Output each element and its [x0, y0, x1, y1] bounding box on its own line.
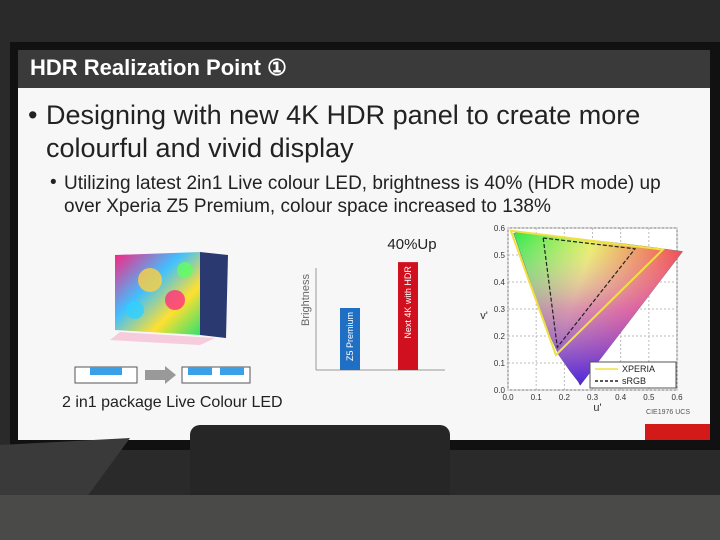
sub-bullet-text: Utilizing latest 2in1 Live colour LED, b…	[64, 173, 661, 217]
title-bar	[18, 50, 710, 88]
gamut-triangle	[509, 229, 666, 357]
x-tick-label: 0.3	[587, 393, 599, 402]
led-panel-image	[110, 252, 228, 345]
x-tick-label: 0.4	[615, 393, 627, 402]
x-tick-label: 0.0	[502, 393, 514, 402]
bar-label: Next 4K with HDR	[403, 266, 413, 339]
brand-tag	[645, 424, 710, 440]
led-caption: 2 in1 package Live Colour LED	[62, 394, 283, 411]
y-tick-label: 0.1	[494, 359, 506, 368]
y-axis-label: v'	[480, 310, 488, 322]
bar	[398, 262, 418, 370]
sub-bullet-dot: •	[50, 172, 57, 193]
bullet-dot: •	[28, 100, 38, 130]
bar	[340, 308, 360, 370]
chart-note: CIE1976 UCS	[646, 409, 690, 416]
gamut-triangle	[542, 237, 637, 349]
slide-title: HDR Realization Point ①	[30, 55, 287, 80]
bar-label: Z5 Premium	[345, 312, 355, 361]
y-tick-label: 0.0	[494, 386, 506, 395]
led-package-diagram	[74, 366, 251, 384]
x-tick-label: 0.5	[643, 393, 655, 402]
bullet-text: Designing with new 4K HDR panel to creat…	[46, 100, 641, 163]
legend-label: sRGB	[622, 376, 646, 386]
x-axis-label: u'	[593, 402, 601, 414]
bar-axis-label: Brightness	[300, 274, 312, 326]
legend	[589, 361, 677, 389]
x-tick-label: 0.1	[531, 393, 543, 402]
spectral-locus-shade	[513, 231, 683, 386]
bar-annotation: 40%Up	[387, 236, 436, 253]
y-tick-label: 0.4	[494, 278, 506, 287]
y-tick-label: 0.3	[494, 305, 506, 314]
y-tick-label: 0.5	[494, 251, 506, 260]
x-tick-label: 0.6	[671, 393, 683, 402]
legend-label: XPERIA	[622, 364, 655, 374]
y-tick-label: 0.6	[494, 224, 506, 233]
table	[0, 495, 720, 540]
chair	[190, 425, 450, 505]
x-tick-label: 0.2	[559, 393, 571, 402]
y-tick-label: 0.2	[494, 332, 506, 341]
